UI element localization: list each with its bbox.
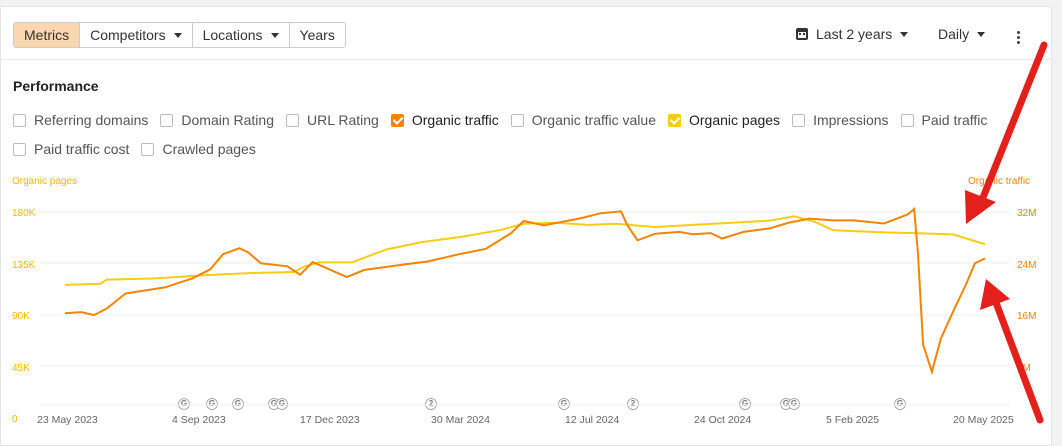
x-tick-label: 24 Oct 2024 [694,414,752,426]
checkbox-label: Organic pages [689,112,781,128]
checkbox-checked [390,113,404,127]
google-update-marker[interactable]: G [178,398,190,410]
tab-label: Metrics [24,27,70,43]
organic-traffic-line [64,206,986,376]
divider [1,59,1051,60]
checkbox-paid-traffic-cost[interactable]: Paid traffic cost [13,141,129,157]
x-tick-label: 23 May 2023 [37,414,98,426]
section-title: Performance [13,78,99,94]
checkbox-url-rating[interactable]: URL Rating [286,112,379,128]
checkbox-label: Organic traffic [411,112,499,128]
date-range-dropdown[interactable]: Last 2 years [796,26,909,42]
checkbox-organic-pages[interactable]: Organic pages [668,112,780,128]
checkbox-organic-traffic[interactable]: Organic traffic [390,112,499,128]
checkbox-box [900,113,914,127]
checkbox-box [286,113,299,127]
checkbox-checked [668,113,681,127]
tab-label: Locations [202,27,263,43]
google-update-marker[interactable]: G [894,398,906,410]
caret-down-icon [270,32,279,38]
checkbox-box [13,113,26,127]
left-axis-title: Organic pages [12,176,78,187]
tab-competitors[interactable]: Competitors [80,23,193,47]
caret-down-icon [900,31,909,37]
x-tick-label: 5 Feb 2025 [826,414,880,426]
google-update-marker[interactable]: G [232,398,244,410]
tab-years[interactable]: Years [289,23,345,47]
checkbox-label: Impressions [813,112,889,128]
tab-metrics[interactable]: Metrics [14,23,81,47]
caret-down-icon [173,32,182,38]
granularity-label: Daily [938,26,970,42]
tab-label: Competitors [90,27,166,43]
left-tick-label: 135K [12,260,36,271]
view-tabs: Metrics Competitors Locations Years [13,22,346,48]
x-tick-label: 30 Mar 2024 [431,414,490,426]
tab-label: Years [299,27,335,43]
google-update-marker[interactable]: G [276,398,288,410]
checkbox-box [13,142,26,156]
organic-pages-line [64,215,986,286]
left-tick-label: 180K [12,208,36,219]
left-tick-label: 0 [12,414,18,425]
checkbox-organic-traffic-value[interactable]: Organic traffic value [510,112,656,128]
checkbox-label: Domain Rating [181,112,274,128]
metric-checkboxes-row1: Referring domains Domain Rating URL Rati… [13,112,999,128]
google-update-marker[interactable]: G [558,398,570,410]
red-arrow-top [965,41,1048,224]
google-update-marker[interactable]: G [739,398,751,410]
checkbox-label: Crawled pages [162,141,256,157]
checkbox-box [510,113,524,127]
checkbox-label: Paid traffic cost [34,141,130,157]
checkbox-impressions[interactable]: Impressions [792,112,889,128]
checkbox-box [792,113,806,127]
checkbox-box [160,113,174,127]
caret-down-icon [977,31,986,37]
checkbox-referring-domains[interactable]: Referring domains [13,112,148,128]
google-update-marker[interactable]: G [206,398,218,410]
x-tick-label: 4 Sep 2023 [172,414,226,426]
chart-grid [40,211,1010,406]
calendar-icon [796,28,808,40]
checkbox-domain-rating[interactable]: Domain Rating [160,112,274,128]
date-range-label: Last 2 years [816,26,893,42]
right-axis-title: Organic traffic [968,176,1031,187]
checkbox-label: Organic traffic value [531,112,656,128]
annotation-marker[interactable]: 2 [627,398,639,410]
x-tick-label: 20 May 2025 [953,414,1014,426]
right-tick-label: 24M [1017,260,1037,271]
right-tick-label: 32M [1017,208,1037,219]
performance-card: Metrics Competitors Locations Years Last… [0,6,1052,446]
left-tick-label: 45K [12,363,30,374]
annotation-marker[interactable]: 2 [425,398,437,410]
red-arrow-bottom [980,279,1044,424]
more-options-icon[interactable] [1017,31,1021,46]
x-tick-label: 17 Dec 2023 [300,414,360,426]
metric-checkboxes-row2: Paid traffic cost Crawled pages [13,141,268,157]
checkbox-label: URL Rating [307,112,379,128]
checkbox-label: Referring domains [34,112,149,128]
checkbox-crawled-pages[interactable]: Crawled pages [141,141,256,157]
checkbox-paid-traffic[interactable]: Paid traffic [900,112,988,128]
google-update-marker[interactable]: G [788,398,800,410]
left-tick-label: 90K [12,311,30,322]
tab-locations[interactable]: Locations [192,23,290,47]
granularity-dropdown[interactable]: Daily [938,26,986,42]
right-tick-label: 16M [1017,311,1037,322]
x-tick-label: 12 Jul 2024 [565,414,620,426]
checkbox-label: Paid traffic [921,112,988,128]
checkbox-box [141,142,155,156]
